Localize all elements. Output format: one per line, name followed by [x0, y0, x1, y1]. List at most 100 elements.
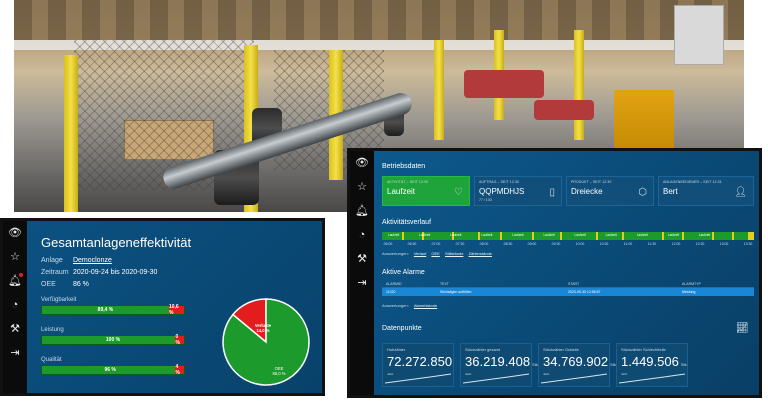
card-order[interactable]: AUFTRAG – SEIT 12:30 QQPMDHJS 77 / 100 ▯: [474, 176, 562, 206]
timeline-segment: [404, 232, 422, 240]
bar-green: 96 %: [42, 366, 179, 374]
timeline-tick: 12:30: [695, 242, 705, 246]
sparkline: [619, 373, 685, 384]
pie-value-oee: 86,0 %: [272, 371, 285, 376]
section-datenpunkte: Datenpunkte: [382, 325, 422, 332]
datapoint-card[interactable]: Stückzähler Gutteile 34.769.902 Stk. Jetz…: [538, 343, 617, 387]
card-operator[interactable]: ANLAGENBEDIENER – SEIT 12:31 Bert 👤︎: [658, 176, 754, 206]
timeline-label: Laufzeit: [481, 233, 493, 237]
link-verlauf[interactable]: Verlauf: [413, 251, 427, 256]
user-icon: 👤︎: [734, 187, 747, 198]
link-stillstaende[interactable]: Stillstände: [444, 251, 464, 256]
logout-icon[interactable]: ⇥: [10, 347, 20, 359]
chart-pie-icon[interactable]: ◔: [358, 229, 366, 241]
card-label: ANLAGENBEDIENER – SEIT 12:31: [663, 180, 722, 184]
bar-quality: 96 % 4 %: [41, 364, 185, 376]
table-row[interactable]: 11020 Stichsägen auffüllen 2020-09-30 12…: [382, 288, 754, 296]
evaluations-label: Auswertungen:: [382, 303, 409, 308]
bar-red: 10,6 %: [168, 304, 184, 316]
card-value: Bert: [663, 187, 678, 196]
datapoint-note: Jetzt: [543, 372, 550, 376]
timeline-label: Laufzeit: [419, 233, 431, 237]
anlage-link[interactable]: Democlonze: [72, 257, 112, 264]
eye-icon[interactable]: 👁: [355, 157, 369, 169]
timeline-label: Laufzeit: [667, 233, 679, 237]
star-icon[interactable]: ☆: [357, 181, 367, 193]
alarm-evaluations: Auswertungen: Alarmhistorie: [382, 303, 437, 308]
card-value: Laufzeit: [387, 187, 416, 196]
meta-anlage: Anlage Democlonze: [41, 257, 112, 264]
timeline-segment: [684, 232, 712, 240]
timeline-segment: [502, 232, 532, 240]
oee-panel: 👁 ☆ 🔔︎ ◔ ⚒ ⇥ Gesamtanlageneffektivität A…: [0, 218, 325, 396]
bar-availability: 89,4 % 10,6 %: [41, 304, 185, 316]
timeline-ticks: 06:00 06:30 07:00 07:30 08:00 08:30 09:00 09:30…: [382, 242, 754, 248]
sparkline: [385, 373, 451, 384]
timeline-tick: 10:30: [599, 242, 609, 246]
col-alarmid: ALARMID: [386, 282, 402, 286]
link-oee[interactable]: OEE: [431, 251, 440, 256]
main-icon-rail: 👁 ☆ 🔔︎ ◔ ⚒ ⇥: [350, 151, 374, 395]
timeline-tick: 07:30: [455, 242, 465, 246]
tools-icon[interactable]: ⚒: [357, 253, 367, 265]
timeline-tick: 07:00: [431, 242, 441, 246]
meta-value: 2020-09-24 bis 2020-09-30: [72, 269, 158, 276]
oee-icon-rail: 👁 ☆ 🔔︎ ◔ ⚒ ⇥: [3, 221, 27, 393]
card-sub: 77 / 100: [479, 198, 492, 202]
star-icon[interactable]: ☆: [10, 251, 20, 263]
meta-oee: OEE 86 %: [41, 281, 89, 288]
logout-icon[interactable]: ⇥: [357, 277, 367, 289]
chart-pie-icon[interactable]: ◔: [11, 299, 19, 311]
timeline-segment: [382, 232, 402, 240]
col-text: TEXT: [440, 282, 449, 286]
cell-start: 2020-09-30 12:56:57: [568, 290, 601, 294]
card-value: QQPMDHJS: [479, 187, 525, 196]
link-zaehlerstaende[interactable]: Zählerstände: [468, 251, 492, 256]
datapoint-label: Stückzähler gesamt: [465, 347, 501, 352]
card-activity[interactable]: AKTIVITÄT – SEIT 12:30 Laufzeit ♡: [382, 176, 470, 206]
link-alarmhistorie[interactable]: Alarmhistorie: [413, 303, 438, 308]
datapoint-note: Jetzt: [621, 372, 628, 376]
timeline-segment: [534, 232, 560, 240]
datapoint-value: 36.219.408 Stk.: [465, 354, 539, 369]
alarms-table: ALARMID TEXT START ALARMTYP 11020 Stichs…: [382, 281, 754, 296]
card-product[interactable]: PRODUKT – SEIT 12:30 Dreiecke ⬡: [566, 176, 654, 206]
timeline-label: Laufzeit: [512, 233, 524, 237]
bar-green: 100 %: [42, 336, 184, 344]
datapoint-note: Jetzt: [465, 372, 472, 376]
tools-icon[interactable]: ⚒: [10, 323, 20, 335]
datapoint-label: Hubzähler: [387, 347, 406, 352]
timeline-tick: 09:30: [551, 242, 561, 246]
timeline-tick: 08:00: [479, 242, 489, 246]
timeline-tick: 11:00: [623, 242, 633, 246]
timeline-segment: [562, 232, 596, 240]
pie-slice-oee: [222, 298, 310, 386]
bell-icon[interactable]: 🔔︎: [8, 273, 23, 287]
activity-timeline[interactable]: Laufzeit Laufzeit Laufzeit Laufzeit Laufzeit…: [382, 232, 754, 240]
meta-label: Zeitraum: [41, 269, 69, 276]
timeline-segment: [714, 232, 732, 240]
cell-alarmtyp: Meldung: [682, 290, 696, 294]
datapoint-card[interactable]: Stückzähler Schlechtteile 1.449.506 Stk. …: [616, 343, 688, 387]
line-chart-icon[interactable]: 📈︎: [736, 323, 749, 334]
bar-red: 0 %: [175, 334, 184, 346]
timeline-segment: [454, 232, 478, 240]
datapoint-card[interactable]: Hubzähler 72.272.850 Jetzt: [382, 343, 454, 387]
timeline-label: Laufzeit: [574, 233, 586, 237]
meta-value: 86 %: [72, 281, 89, 288]
section-activity: Aktivitätsverlauf: [382, 219, 432, 226]
timeline-segment: [664, 232, 682, 240]
bar-performance: 100 % 0 %: [41, 334, 185, 346]
timeline-tick: 13:30: [743, 242, 753, 246]
bar-label-performance: Leistung: [41, 327, 64, 333]
meta-label: OEE: [41, 281, 56, 288]
datapoint-value: 72.272.850: [387, 354, 453, 369]
cube-icon: ⬡: [638, 187, 647, 198]
card-label: PRODUKT – SEIT 12:30: [571, 180, 612, 184]
eye-icon[interactable]: 👁: [8, 227, 22, 239]
datapoint-card[interactable]: Stückzähler gesamt 36.219.408 Stk. Jetzt: [460, 343, 539, 387]
timeline-segment: [480, 232, 500, 240]
bell-icon[interactable]: 🔔︎: [355, 205, 369, 217]
timeline-label: Laufzeit: [698, 233, 711, 237]
